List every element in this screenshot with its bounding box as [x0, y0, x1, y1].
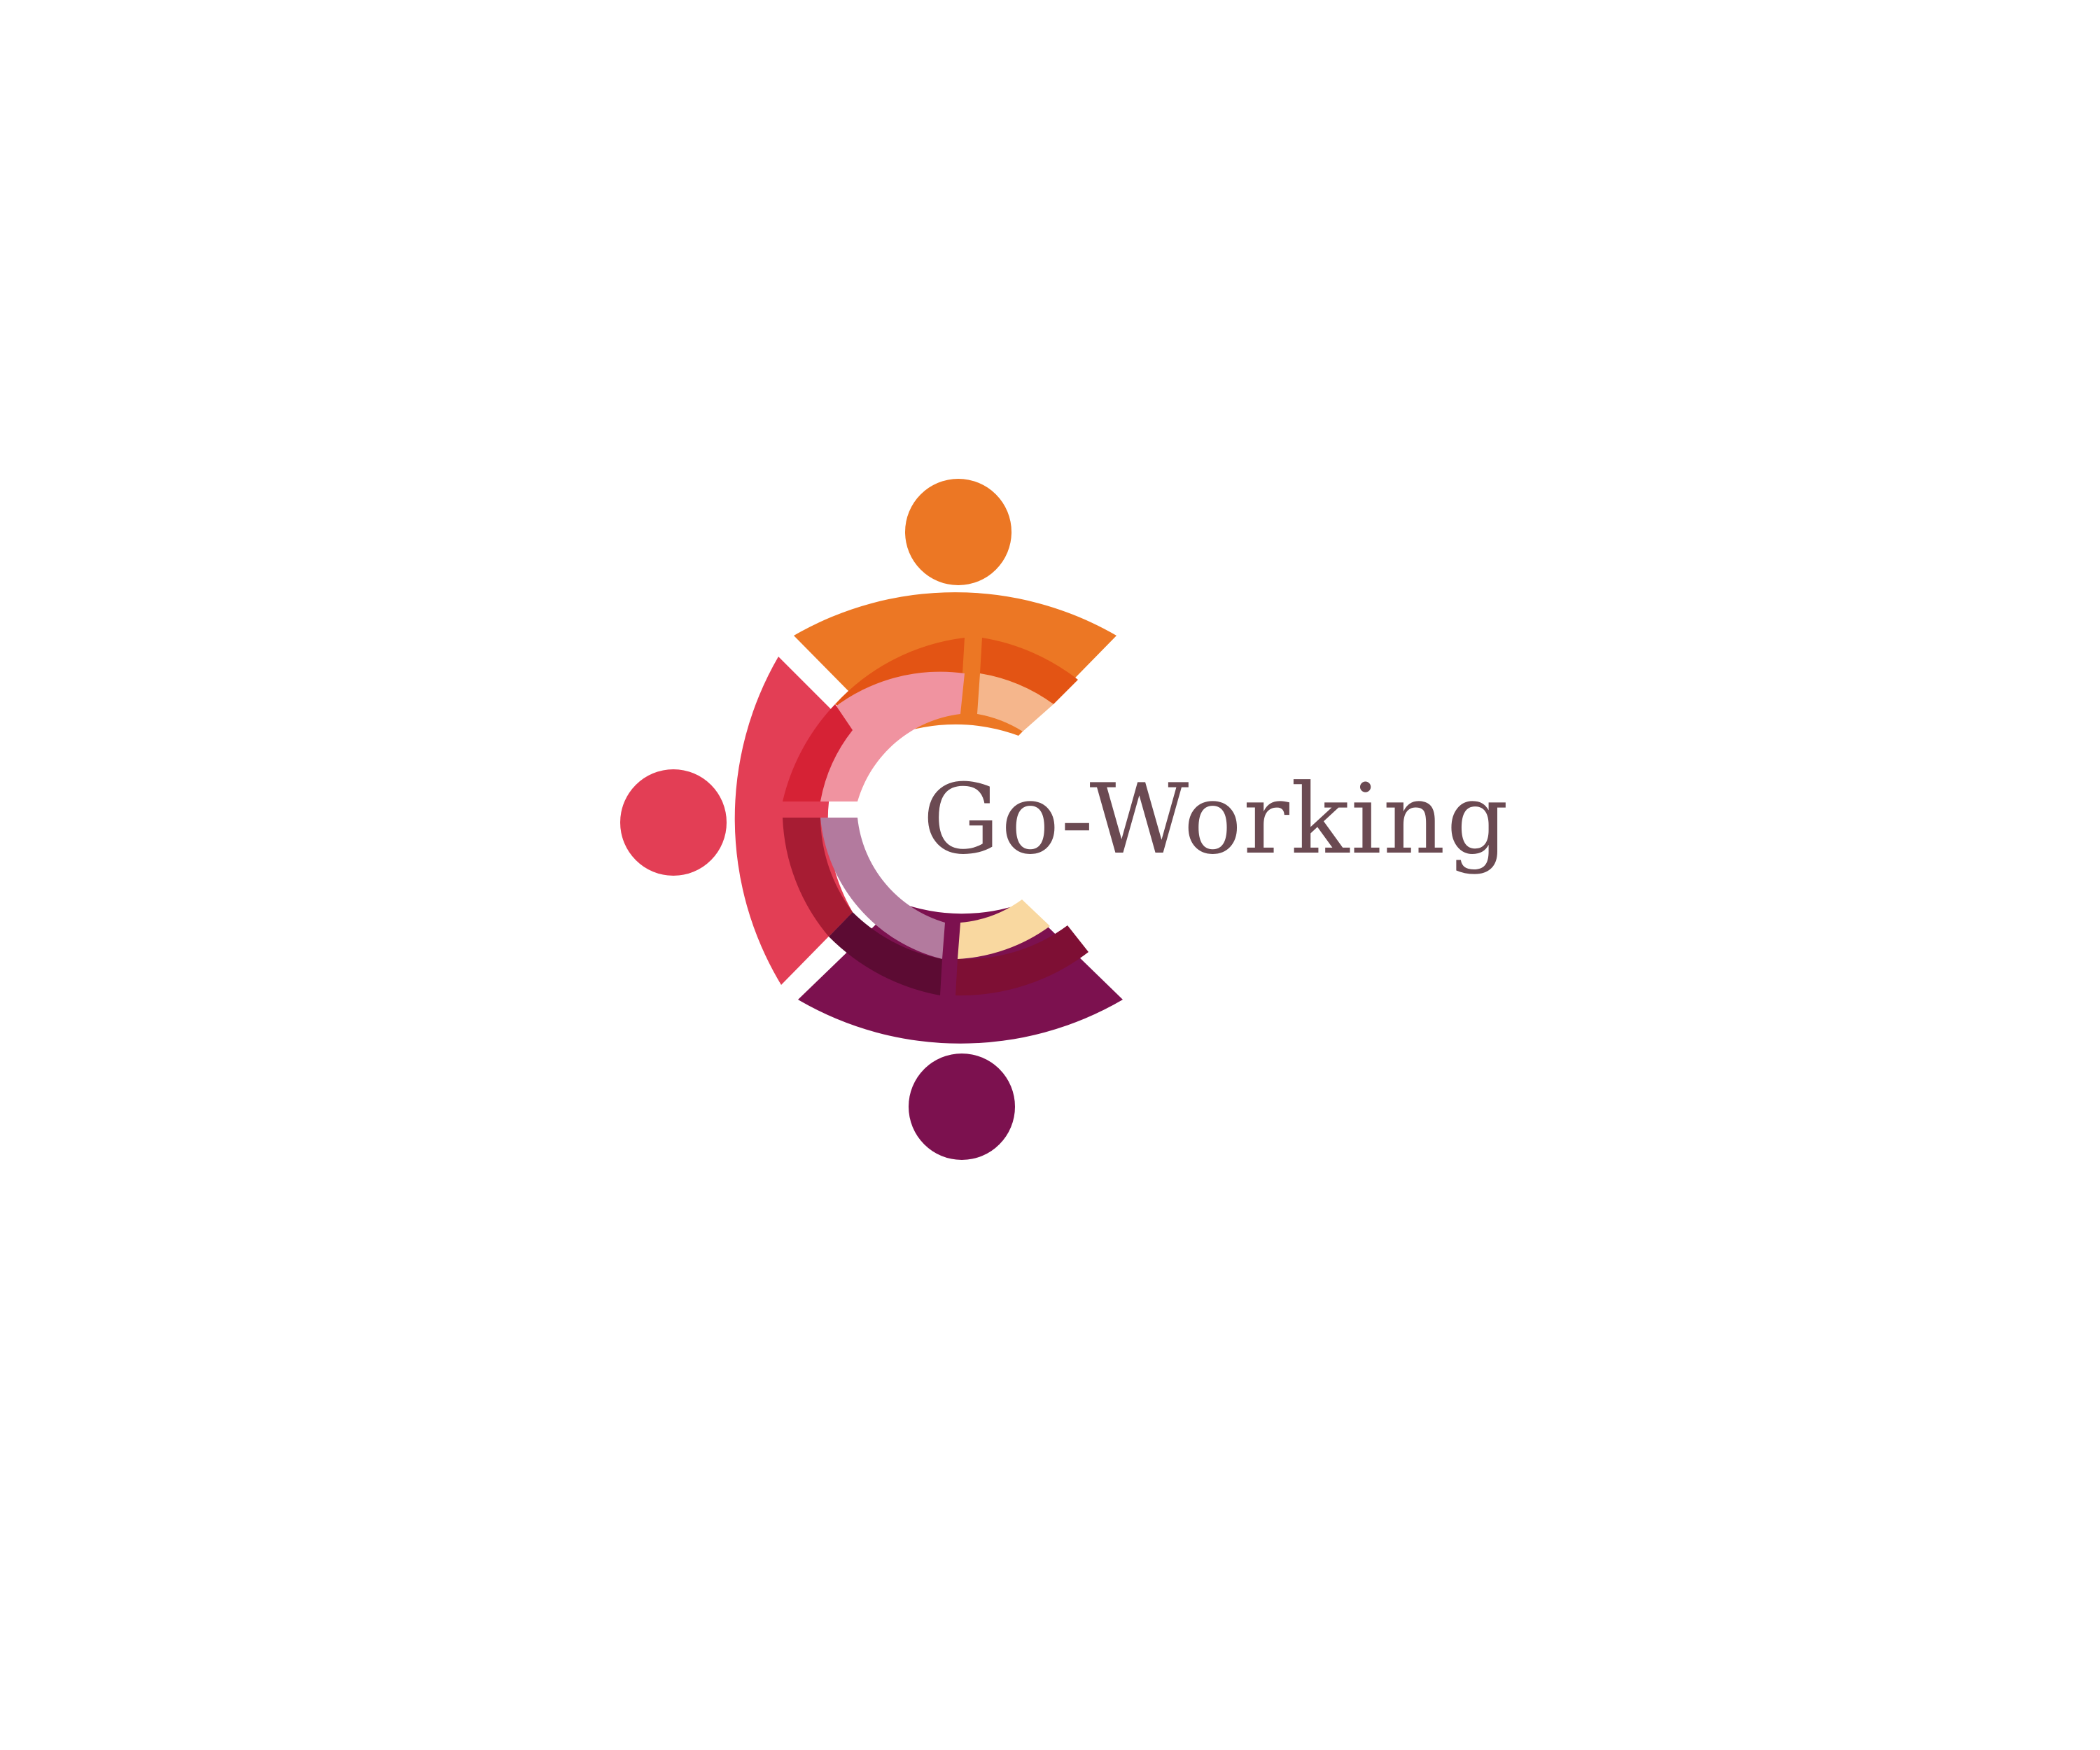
brand-wordmark: Go-Working: [923, 763, 1510, 876]
red-inner-arc: [783, 704, 853, 802]
orange-figure-head: [905, 479, 1011, 585]
red-figure-head: [620, 769, 727, 876]
red-dark-arc: [783, 818, 853, 937]
logo-mark: [620, 479, 1123, 1160]
orange-light-arc: [977, 673, 1054, 732]
plum-dark-arc: [829, 912, 942, 995]
orange-inner-arc-right: [980, 638, 1078, 704]
purple-inner-arc: [955, 925, 1088, 996]
purple-figure-head: [909, 1054, 1015, 1160]
peach-light-arc: [958, 899, 1050, 959]
mauve-inner-arc: [820, 818, 945, 959]
pink-inner-arc: [818, 671, 965, 802]
